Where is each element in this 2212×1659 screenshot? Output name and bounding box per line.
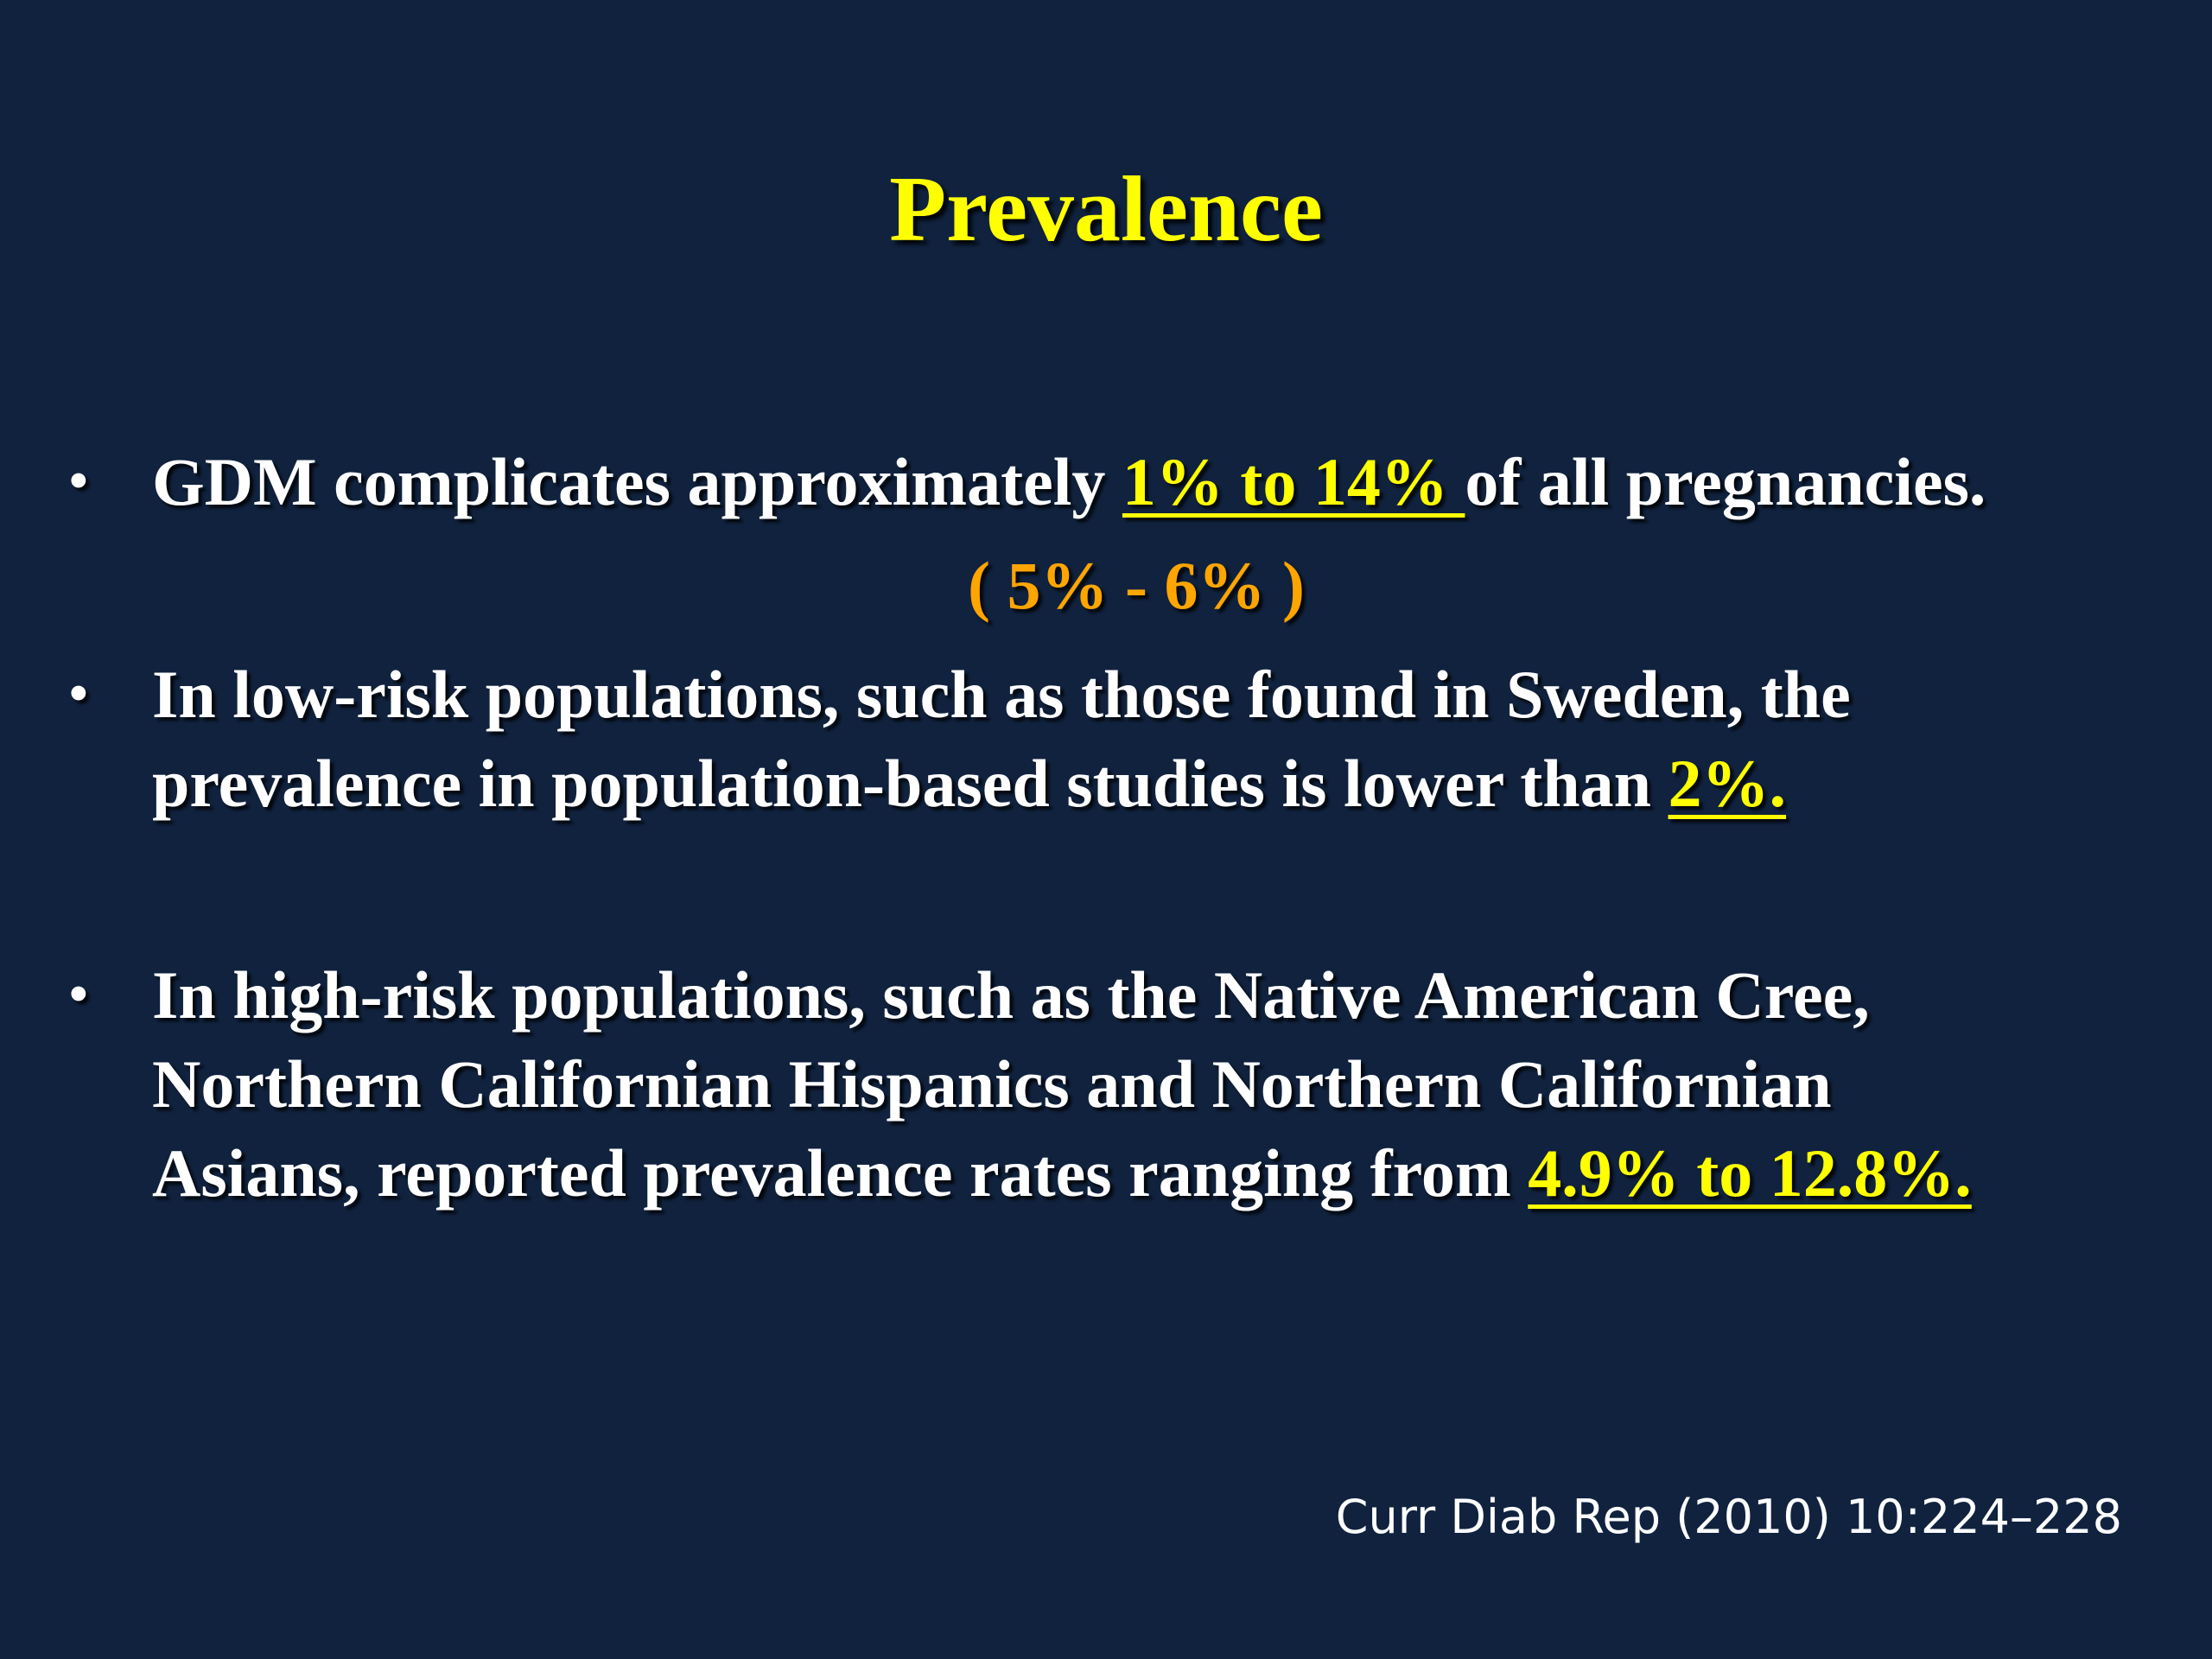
bullet-1-text-end: of all pregnancies.: [1465, 444, 1986, 519]
bullet-1-line-1: GDM complicates approximately 1% to 14% …: [152, 437, 1986, 526]
bullet-3-line-1: In high-risk populations, such as the Na…: [152, 957, 1870, 1033]
bullet-3-line-2: Northern Californian Hispanics and North…: [152, 1046, 1832, 1122]
citation: Curr Diab Rep (2010) 10:224–228: [1335, 1490, 2122, 1544]
highlight-low-risk-rate: 2%.: [1668, 746, 1787, 821]
slide-title: Prevalence: [889, 158, 1323, 261]
bullet-2-line-1: In low-risk populations, such as those f…: [152, 657, 1851, 732]
bullet-1-text: GDM complicates approximately: [152, 444, 1122, 519]
highlight-high-risk-range: 4.9% to 12.8%.: [1528, 1135, 1972, 1211]
bullet-icon: •: [69, 452, 88, 511]
bullet-2-line-2: prevalence in population-based studies i…: [152, 739, 1786, 828]
sub-note-prevalence: ( 5% - 6% ): [968, 548, 1305, 623]
bullet-icon: •: [69, 664, 88, 723]
bullet-3-line-3: Asians, reported prevalence rates rangin…: [152, 1128, 1972, 1217]
bullet-2-text: prevalence in population-based studies i…: [152, 746, 1669, 821]
bullet-3-text: Asians, reported prevalence rates rangin…: [152, 1135, 1529, 1211]
bullet-icon: •: [69, 965, 88, 1024]
highlight-prevalence-range: 1% to 14%: [1122, 444, 1465, 519]
